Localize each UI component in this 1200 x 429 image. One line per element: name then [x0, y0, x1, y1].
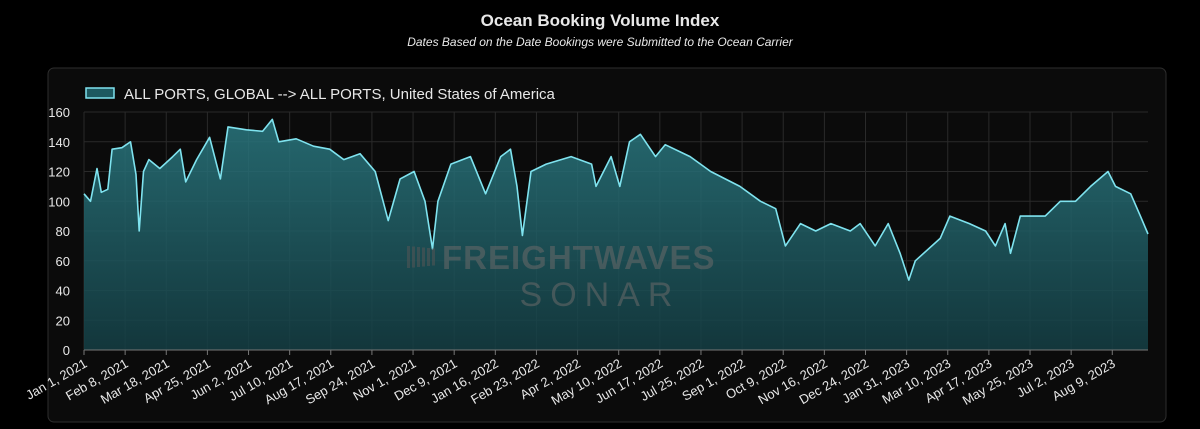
y-tick-label: 100: [48, 194, 70, 209]
legend: ALL PORTS, GLOBAL --> ALL PORTS, United …: [85, 86, 556, 103]
y-tick-label: 80: [56, 224, 70, 239]
y-tick-label: 60: [56, 254, 70, 269]
area: [84, 119, 1148, 351]
y-tick-label: 40: [56, 284, 70, 299]
watermark-bar: [407, 246, 410, 268]
watermark-bar: [432, 248, 435, 266]
watermark-bar: [427, 248, 430, 266]
y-tick-label: 0: [63, 343, 70, 358]
y-tick-label: 120: [48, 165, 70, 180]
watermark-bar: [422, 247, 425, 267]
watermark-text: FREIGHTWAVES: [442, 239, 716, 276]
chart-subtitle: Dates Based on the Date Bookings were Su…: [407, 35, 794, 49]
y-tick-label: 160: [48, 105, 70, 120]
y-tick-label: 20: [56, 313, 70, 328]
legend-swatch: [85, 87, 115, 99]
line: [83, 118, 1149, 281]
y-tick-label: 140: [48, 135, 70, 150]
chart-title: Ocean Booking Volume Index: [481, 11, 720, 30]
legend-label: ALL PORTS, GLOBAL --> ALL PORTS, United …: [124, 86, 556, 103]
watermark-bar: [412, 246, 415, 268]
watermark-text: SONAR: [520, 276, 681, 314]
watermark-bar: [417, 247, 420, 267]
plot: [83, 118, 1149, 351]
